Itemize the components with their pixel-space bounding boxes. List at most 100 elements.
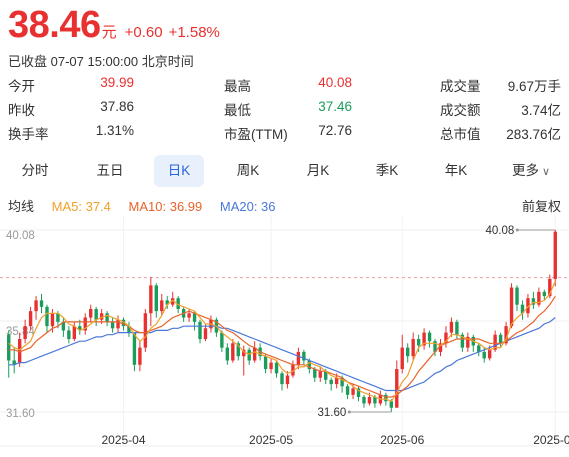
- x-tick-label: 2025-07: [533, 433, 569, 447]
- candle-body: [390, 401, 393, 407]
- stat-value: 283.76亿: [506, 123, 561, 143]
- tab-4[interactable]: 月K: [293, 155, 343, 187]
- candle-body: [73, 326, 76, 339]
- tab-label: 周K: [237, 163, 260, 178]
- price-unit: 元: [102, 24, 117, 41]
- tab-label: 更多: [512, 163, 539, 178]
- candle-body: [23, 326, 26, 339]
- candle-body: [105, 313, 108, 322]
- tab-2[interactable]: 日K: [154, 155, 204, 187]
- max-price-label: 40.08: [485, 225, 514, 237]
- stat-label: 市盈(TTM): [224, 123, 288, 143]
- candle-body: [187, 313, 190, 317]
- stat-label: 最高: [224, 75, 251, 95]
- candle-body: [7, 335, 10, 361]
- stat-value: 39.99: [100, 75, 134, 90]
- tab-label: 季K: [376, 163, 399, 178]
- indicator-label[interactable]: 均线: [8, 199, 34, 214]
- tab-0[interactable]: 分时: [10, 155, 60, 187]
- candle-body: [297, 352, 300, 365]
- candle-body: [226, 348, 229, 361]
- stat-value: 37.46: [318, 99, 352, 114]
- max-callout-dot: [516, 229, 519, 232]
- candle-body: [193, 313, 196, 322]
- candle-body: [111, 322, 114, 328]
- stat-label: 最低: [224, 99, 251, 119]
- stat-value: 40.08: [318, 75, 352, 90]
- candle-body: [51, 313, 54, 326]
- candle-body: [543, 292, 546, 296]
- stat-value: 1.31%: [96, 123, 134, 138]
- tab-5[interactable]: 季K: [362, 155, 412, 187]
- tab-label: 月K: [307, 163, 330, 178]
- candle-body: [220, 333, 223, 348]
- candle-body: [362, 397, 365, 403]
- candle-body: [488, 350, 491, 359]
- candle-body: [248, 350, 251, 361]
- candle-body: [45, 307, 48, 326]
- tab-3[interactable]: 周K: [223, 155, 273, 187]
- candle-body: [384, 395, 387, 401]
- candle-body: [94, 309, 97, 320]
- candle-body: [231, 343, 234, 360]
- candle-body: [253, 348, 256, 361]
- candle-body: [204, 328, 207, 339]
- stat-value: 9.67万手: [508, 75, 561, 95]
- min-price-label: 31.60: [318, 407, 347, 419]
- tab-7[interactable]: 更多 ∨: [499, 155, 563, 187]
- ma20-value: MA20: 36: [220, 199, 276, 214]
- candle-body: [411, 339, 414, 356]
- candle-body: [554, 232, 557, 279]
- candle-body: [116, 320, 119, 329]
- candle-body: [138, 348, 141, 365]
- y-tick-label: 40.08: [6, 230, 35, 242]
- candle-body: [264, 356, 267, 369]
- candle-body: [67, 330, 70, 339]
- min-callout-dot: [348, 411, 351, 414]
- candle-body: [417, 339, 420, 345]
- candle-body: [160, 300, 163, 311]
- candle-body: [368, 397, 371, 403]
- ma-legend: 均线 MA5: 37.4 MA10: 36.99 MA20: 36: [8, 196, 290, 215]
- candle-body: [280, 373, 283, 384]
- ma10-value: MA10: 36.99: [129, 199, 203, 214]
- stat-label: 换手率: [8, 123, 49, 143]
- chevron-down-icon: ∨: [542, 166, 550, 178]
- candle-body: [155, 285, 158, 311]
- tab-1[interactable]: 五日: [85, 155, 135, 187]
- tab-6[interactable]: 年K: [431, 155, 481, 187]
- candle-body: [149, 285, 152, 313]
- candle-body: [319, 371, 322, 377]
- quote-header: 38.46元 +0.60 +1.58%: [8, 4, 220, 46]
- candle-body: [286, 376, 289, 385]
- stat-value: 3.74亿: [521, 99, 561, 119]
- candle-body: [275, 363, 278, 374]
- x-tick-label: 2025-04: [101, 433, 145, 447]
- candle-body: [515, 288, 518, 305]
- stat-label: 总市值: [440, 123, 481, 143]
- candle-body: [269, 363, 272, 369]
- period-tabs: 分时 五日 日K 周K 月K 季K 年K 更多 ∨: [0, 155, 569, 187]
- candle-body: [483, 352, 486, 358]
- candle-body: [198, 322, 201, 339]
- adjust-mode[interactable]: 前复权: [522, 196, 561, 215]
- y-tick-label: 31.60: [6, 408, 35, 420]
- candle-body: [351, 388, 354, 394]
- stat-label: 成交额: [440, 99, 481, 119]
- stat-value: 72.76: [318, 123, 352, 138]
- candle-body: [450, 322, 453, 333]
- candle-body: [499, 335, 502, 344]
- candle-body: [313, 369, 316, 378]
- ma5-value: MA5: 37.4: [52, 199, 111, 214]
- candle-body: [40, 300, 43, 306]
- candle-body: [455, 322, 458, 335]
- candle-body: [29, 311, 32, 326]
- kline-chart[interactable]: 40.08 35.84 31.60 40.08 31.60 2025-04 2025-05 2…: [0, 215, 569, 457]
- candle-body: [89, 309, 92, 318]
- candle-body: [428, 333, 431, 342]
- candle-body: [329, 380, 332, 384]
- tab-label: 分时: [22, 163, 49, 178]
- candle-body: [34, 300, 37, 311]
- candle-body: [510, 288, 513, 327]
- tab-label: 日K: [168, 163, 191, 178]
